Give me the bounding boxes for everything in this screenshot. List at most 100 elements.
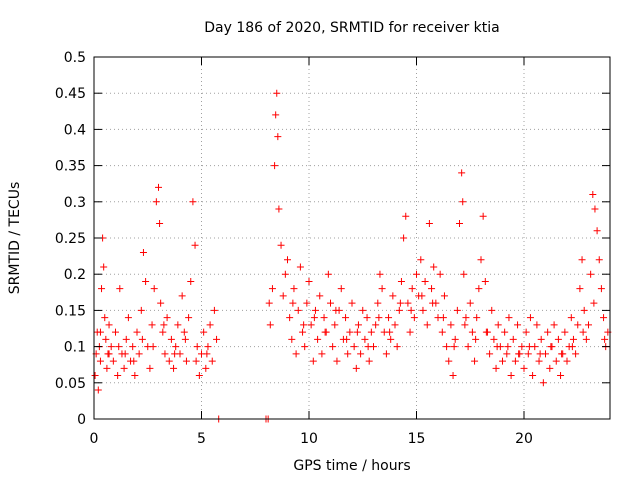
data-point — [518, 343, 526, 351]
data-point — [525, 343, 533, 351]
data-point — [453, 306, 461, 314]
data-point — [387, 335, 395, 343]
x-tick-label: 15 — [408, 431, 426, 447]
data-point — [537, 335, 545, 343]
data-point — [191, 241, 199, 249]
data-point — [352, 364, 360, 372]
data-point — [423, 321, 431, 329]
data-point — [133, 328, 141, 336]
data-points — [91, 89, 612, 423]
data-point — [195, 372, 203, 380]
data-point — [152, 198, 160, 206]
data-point — [587, 270, 595, 278]
data-point — [509, 335, 517, 343]
data-point — [428, 285, 436, 293]
data-point — [98, 285, 106, 293]
data-point — [343, 335, 351, 343]
x-tick-label: 20 — [515, 431, 533, 447]
data-point — [137, 306, 145, 314]
data-point — [473, 314, 481, 322]
data-point — [461, 321, 469, 329]
data-point — [569, 335, 577, 343]
y-tick-label: 0.3 — [64, 195, 86, 211]
y-tick-label: 0.15 — [55, 303, 86, 319]
data-point — [274, 133, 282, 141]
data-point — [515, 350, 523, 358]
data-point — [129, 343, 137, 351]
y-tick-label: 0.1 — [64, 340, 86, 356]
data-point — [160, 321, 168, 329]
data-point — [449, 372, 457, 380]
data-point — [445, 357, 453, 365]
data-point — [576, 285, 584, 293]
data-point — [208, 357, 216, 365]
plot-frame — [93, 56, 611, 420]
data-point — [289, 299, 297, 307]
data-point — [103, 364, 111, 372]
data-point — [327, 299, 334, 307]
data-point — [342, 314, 350, 322]
data-point — [155, 183, 162, 191]
data-point — [359, 306, 367, 314]
data-point — [139, 248, 147, 256]
data-point — [284, 256, 291, 264]
data-point — [174, 321, 182, 329]
data-point — [182, 357, 190, 365]
data-point — [413, 270, 420, 278]
data-point — [94, 386, 102, 394]
data-point — [159, 328, 167, 336]
data-point — [167, 335, 175, 343]
data-point — [410, 314, 418, 322]
data-point — [115, 343, 123, 351]
data-point — [522, 328, 530, 336]
data-point — [600, 314, 608, 322]
data-point — [204, 343, 212, 351]
data-point — [290, 285, 298, 293]
data-point — [311, 306, 319, 314]
data-point — [112, 328, 119, 336]
data-point — [288, 335, 296, 343]
data-point — [353, 328, 361, 336]
data-point — [479, 212, 487, 220]
data-point — [376, 270, 384, 278]
data-point — [309, 357, 317, 365]
y-tick-label: 0.05 — [55, 376, 86, 392]
data-point — [439, 314, 447, 322]
data-point — [316, 292, 324, 300]
data-point — [178, 292, 186, 300]
data-point — [472, 335, 480, 343]
data-point — [471, 357, 479, 365]
data-point — [148, 321, 156, 329]
data-point — [157, 299, 165, 307]
data-point — [574, 321, 582, 329]
data-point — [149, 343, 157, 351]
chart-title: Day 186 of 2020, SRMTID for receiver kti… — [204, 20, 499, 36]
data-point — [456, 220, 463, 228]
data-point — [407, 306, 415, 314]
data-point — [367, 328, 375, 336]
x-axis-label: GPS time / hours — [293, 458, 410, 474]
data-point — [91, 372, 99, 380]
data-point — [552, 357, 560, 365]
data-point — [568, 343, 576, 351]
data-point — [346, 328, 354, 336]
data-point — [372, 321, 380, 329]
data-point — [200, 328, 208, 336]
y-tick-label: 0.5 — [64, 50, 86, 66]
data-point — [163, 314, 171, 322]
data-point — [301, 343, 309, 351]
data-point — [567, 314, 575, 322]
data-point — [354, 321, 362, 329]
y-tick-label: 0.45 — [55, 86, 86, 102]
data-point — [601, 335, 609, 343]
data-point — [536, 350, 544, 358]
data-point — [490, 335, 498, 343]
data-point — [504, 343, 512, 351]
data-point — [579, 328, 587, 336]
data-point — [393, 343, 401, 351]
data-point — [533, 321, 541, 329]
data-point — [107, 343, 115, 351]
data-point — [102, 335, 110, 343]
data-point — [172, 343, 180, 351]
